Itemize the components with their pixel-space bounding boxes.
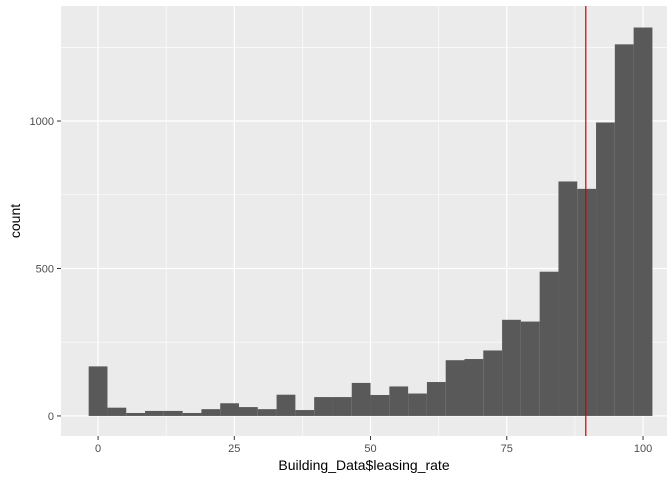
y-axis-ticks: 0 500 1000 xyxy=(30,116,61,423)
x-axis-ticks: 0 25 50 75 100 xyxy=(95,436,652,455)
x-tick-label: 75 xyxy=(501,443,513,455)
histogram-bar xyxy=(464,359,484,416)
histogram-bar xyxy=(351,382,371,416)
x-tick-label: 0 xyxy=(95,443,101,455)
histogram-bar xyxy=(426,382,446,416)
y-tick-label: 0 xyxy=(48,411,54,423)
x-axis-title: Building_Data$leasing_rate xyxy=(278,457,449,473)
histogram-bar xyxy=(614,44,634,416)
histogram-bar xyxy=(483,350,503,416)
histogram-bar xyxy=(577,188,597,416)
histogram-bars xyxy=(88,27,653,416)
x-tick-label: 25 xyxy=(228,443,240,455)
histogram-bar xyxy=(332,397,352,416)
histogram-bar xyxy=(445,360,465,416)
histogram-bar xyxy=(107,407,127,416)
histogram-bar xyxy=(182,412,202,416)
histogram-bar xyxy=(389,386,409,416)
y-tick-label: 500 xyxy=(36,263,54,275)
histogram-bar xyxy=(88,366,108,416)
histogram-bar xyxy=(257,409,277,416)
histogram-bar xyxy=(145,410,164,416)
histogram-bar xyxy=(520,321,540,416)
histogram-bar xyxy=(633,27,653,416)
histogram-bar xyxy=(539,271,559,416)
histogram-bar xyxy=(295,410,315,416)
histogram-bar xyxy=(370,395,390,416)
x-tick-label: 50 xyxy=(364,443,376,455)
histogram-bar xyxy=(126,412,146,416)
histogram-bar xyxy=(238,407,258,416)
x-tick-label: 100 xyxy=(634,443,652,455)
y-tick-label: 1000 xyxy=(30,116,54,128)
histogram-bar xyxy=(502,319,521,416)
y-axis-title: count xyxy=(7,204,23,238)
histogram-bar xyxy=(558,181,578,416)
histogram-bar xyxy=(596,122,615,416)
histogram-bar xyxy=(201,409,221,416)
histogram-bar xyxy=(163,410,183,416)
histogram-bar xyxy=(314,397,333,416)
histogram-bar xyxy=(220,403,239,416)
histogram-bar xyxy=(408,393,427,416)
histogram-bar xyxy=(276,394,296,416)
